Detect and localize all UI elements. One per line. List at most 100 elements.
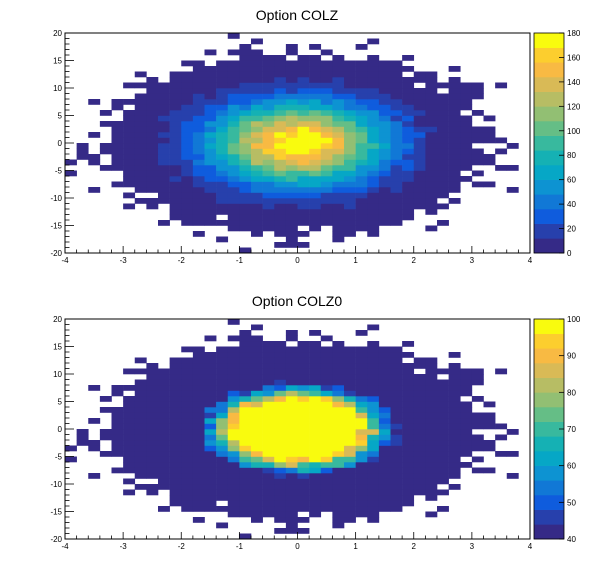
heatmap-cell bbox=[413, 198, 426, 204]
color-scale-segment bbox=[534, 165, 564, 180]
heatmap-cell bbox=[495, 137, 508, 144]
heatmap-cell bbox=[192, 115, 205, 122]
heatmap-cell bbox=[344, 423, 356, 430]
heatmap-cell bbox=[181, 473, 194, 479]
heatmap-cell bbox=[239, 385, 252, 391]
heatmap-cell bbox=[251, 352, 263, 358]
heatmap-cell bbox=[355, 154, 368, 160]
heatmap-cell bbox=[332, 154, 345, 160]
heatmap-cell bbox=[262, 401, 275, 408]
heatmap-cell bbox=[460, 429, 473, 435]
heatmap-cell bbox=[169, 423, 182, 430]
heatmap-cell bbox=[367, 104, 380, 111]
heatmap-cell bbox=[344, 148, 356, 155]
color-scale-segment bbox=[534, 509, 564, 525]
heatmap-cell bbox=[123, 165, 136, 171]
heatmap-cell bbox=[402, 198, 415, 204]
heatmap-cell bbox=[425, 209, 438, 215]
heatmap-cell bbox=[169, 418, 182, 424]
heatmap-cell bbox=[402, 390, 415, 397]
heatmap-cell bbox=[367, 473, 380, 479]
heatmap-cell bbox=[448, 423, 461, 430]
heatmap-cell bbox=[204, 154, 217, 160]
y-tick-label: 15 bbox=[53, 343, 62, 352]
heatmap-cell bbox=[158, 159, 170, 166]
color-scale-segment bbox=[534, 91, 564, 107]
heatmap-cell bbox=[146, 88, 159, 94]
heatmap-cell bbox=[123, 110, 136, 116]
heatmap-cell bbox=[111, 159, 124, 166]
heatmap-cell bbox=[437, 401, 449, 408]
heatmap-cell bbox=[378, 99, 391, 105]
heatmap-cell bbox=[181, 220, 194, 226]
heatmap-cell bbox=[192, 407, 205, 413]
heatmap-cell bbox=[285, 44, 298, 50]
heatmap-cell bbox=[425, 407, 438, 413]
heatmap-cell bbox=[413, 176, 426, 182]
heatmap-cell bbox=[367, 379, 380, 386]
heatmap-cell bbox=[146, 440, 159, 446]
heatmap-cell bbox=[355, 489, 368, 496]
heatmap-cell bbox=[274, 71, 287, 78]
heatmap-cell bbox=[192, 214, 205, 221]
heatmap-cell bbox=[425, 137, 438, 144]
color-scale-tick-label: 140 bbox=[567, 78, 581, 87]
heatmap-cell bbox=[285, 165, 298, 171]
heatmap-cell bbox=[309, 418, 322, 424]
heatmap-cell bbox=[146, 412, 159, 419]
heatmap-cell bbox=[332, 192, 345, 199]
heatmap-cell bbox=[355, 478, 368, 485]
heatmap-cell bbox=[344, 231, 356, 237]
heatmap-cell bbox=[239, 60, 252, 67]
heatmap-cell bbox=[216, 154, 229, 160]
heatmap-cell bbox=[146, 434, 159, 441]
color-scale-segment bbox=[534, 209, 564, 224]
heatmap-cell bbox=[320, 187, 333, 193]
heatmap-cell bbox=[239, 445, 252, 452]
heatmap-cell bbox=[344, 434, 356, 441]
heatmap-cell bbox=[146, 451, 159, 457]
heatmap-cell bbox=[181, 434, 194, 441]
heatmap-cell bbox=[483, 132, 496, 138]
heatmap-cell bbox=[111, 445, 124, 452]
heatmap-cell bbox=[355, 440, 368, 446]
heatmap-cell bbox=[169, 165, 182, 171]
heatmap-cell bbox=[320, 110, 333, 116]
heatmap-cell bbox=[192, 93, 205, 100]
heatmap-cell bbox=[158, 143, 170, 149]
heatmap-cell bbox=[402, 132, 415, 138]
heatmap-cell bbox=[192, 231, 205, 237]
heatmap-cell bbox=[460, 390, 473, 397]
heatmap-cell bbox=[437, 104, 449, 111]
heatmap-cell bbox=[460, 154, 473, 160]
heatmap-cell bbox=[460, 82, 473, 89]
heatmap-cell bbox=[437, 506, 449, 512]
heatmap-cell bbox=[437, 451, 449, 457]
heatmap-cell bbox=[192, 192, 205, 199]
heatmap-cell bbox=[239, 506, 252, 512]
heatmap-cell bbox=[437, 115, 449, 122]
heatmap-cells bbox=[65, 33, 519, 254]
heatmap-cell bbox=[239, 148, 252, 155]
heatmap-cell bbox=[123, 148, 136, 155]
heatmap-cell bbox=[123, 99, 136, 105]
heatmap-cell bbox=[181, 115, 194, 122]
heatmap-cell bbox=[216, 159, 229, 166]
heatmap-cell bbox=[251, 154, 263, 160]
heatmap-cell bbox=[216, 357, 229, 364]
heatmap-cell bbox=[123, 434, 136, 441]
heatmap-cell bbox=[425, 132, 438, 138]
heatmap-cell bbox=[344, 93, 356, 100]
heatmap-cell bbox=[390, 500, 403, 507]
heatmap-cell bbox=[251, 401, 263, 408]
heatmap-cell bbox=[239, 132, 252, 138]
heatmap-cell bbox=[332, 82, 345, 89]
y-tick-label: 0 bbox=[58, 425, 63, 434]
heatmap-cell bbox=[460, 440, 473, 446]
heatmap-cell bbox=[181, 192, 194, 199]
heatmap-cell bbox=[274, 445, 287, 452]
heatmap-cell bbox=[320, 82, 333, 89]
heatmap-cell bbox=[390, 396, 403, 402]
x-tick-label: 2 bbox=[412, 256, 417, 265]
heatmap-cell bbox=[297, 506, 310, 512]
